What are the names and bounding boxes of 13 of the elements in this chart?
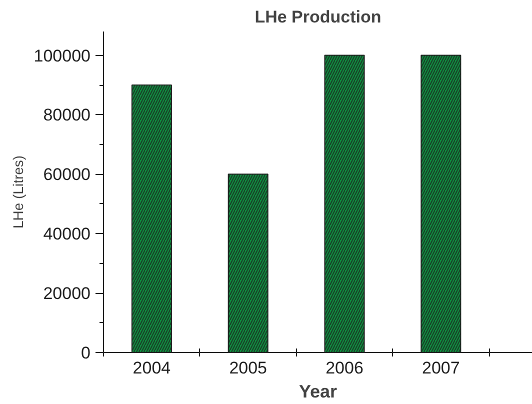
- y-tick-label: 100000: [34, 46, 91, 66]
- x-axis-title: Year: [298, 382, 338, 402]
- x-tick-label: 2004: [132, 358, 171, 378]
- y-tick-label: 0: [81, 344, 91, 362]
- y-tick-label: 20000: [43, 284, 91, 304]
- x-tick-label: 2007: [422, 358, 460, 378]
- y-tick-label: 80000: [43, 106, 91, 125]
- y-tick-label: 60000: [43, 165, 91, 184]
- y-tick-label: 40000: [43, 224, 91, 244]
- x-tick-label: 2006: [326, 358, 364, 378]
- x-tick-label: 2005: [229, 358, 268, 378]
- chart-title: LHe Production: [254, 8, 382, 26]
- y-axis-title: LHe (Litres): [10, 155, 26, 229]
